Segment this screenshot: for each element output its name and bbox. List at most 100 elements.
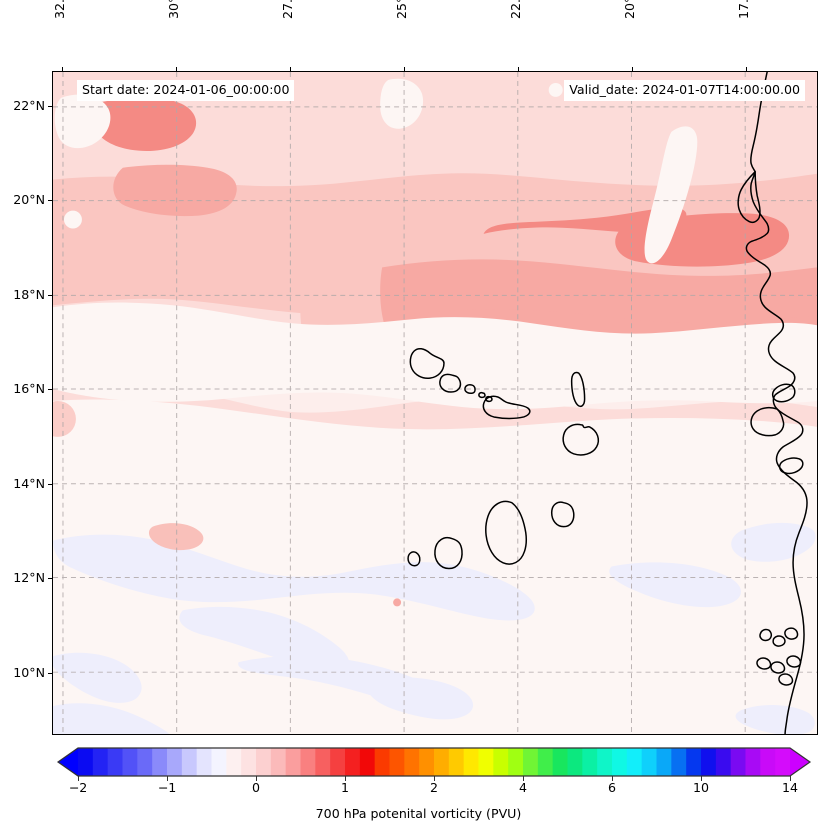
colorbar-tick-label: 0 (251, 780, 261, 795)
y-tick-label: 20°N (13, 192, 45, 207)
colorbar-under-arrow (58, 748, 78, 776)
colorbar-tick-label: 10 (692, 780, 710, 795)
colorbar-segment (701, 748, 717, 776)
y-tick-mark (48, 578, 52, 579)
colorbar-segment (330, 748, 346, 776)
colorbar-segment (582, 748, 598, 776)
colorbar-segment (641, 748, 658, 776)
colorbar-tick-label: −2 (68, 780, 88, 795)
colorbar-segment (671, 748, 687, 776)
colorbar-segment (656, 748, 672, 776)
colorbar-segment (552, 748, 569, 776)
colorbar-segment (359, 748, 376, 776)
x-tick-mark (404, 67, 405, 71)
colorbar-segment (537, 748, 554, 776)
x-tick-mark (746, 67, 747, 71)
colorbar-segment (448, 748, 465, 776)
colorbar-segment (597, 748, 613, 776)
start-date-annotation: Start date: 2024-01-06_00:00:00 (77, 80, 295, 101)
colorbar-segment (508, 748, 524, 776)
colorbar-tick-label: 2 (429, 780, 439, 795)
y-tick-label: 18°N (13, 287, 45, 302)
colorbar-tick-mark (523, 776, 524, 781)
colorbar-segment (434, 748, 450, 776)
colorbar-segment (478, 748, 494, 776)
colorbar-segment (345, 748, 361, 776)
pv-contour-field (53, 72, 817, 734)
colorbar-segment (137, 748, 153, 776)
x-tick-label: 20°W (622, 0, 637, 19)
colorbar-segment (122, 748, 138, 776)
y-tick-label: 10°N (13, 665, 45, 680)
colorbar-segment (167, 748, 183, 776)
y-tick-label: 14°N (13, 476, 45, 491)
colorbar-segment (300, 748, 316, 776)
colorbar-segment (226, 748, 242, 776)
colorbar-segment (196, 748, 213, 776)
colorbar-tick-mark (612, 776, 613, 781)
colorbar-segment (775, 748, 791, 776)
y-tick-label: 16°N (13, 381, 45, 396)
colorbar-segment (686, 748, 702, 776)
y-tick-mark (48, 389, 52, 390)
colorbar-tick-mark (345, 776, 346, 781)
y-tick-mark (48, 200, 52, 201)
colorbar-tick-mark (78, 776, 79, 781)
colorbar-segment (730, 748, 747, 776)
colorbar-segment (315, 748, 331, 776)
colorbar-tick-label: 14 (781, 780, 799, 795)
colorbar[interactable] (56, 747, 812, 777)
x-tick-mark (62, 67, 63, 71)
colorbar-segment (760, 748, 776, 776)
y-tick-mark (48, 295, 52, 296)
colorbar-segment (745, 748, 761, 776)
x-tick-mark (176, 67, 177, 71)
colorbar-segment (181, 748, 198, 776)
x-tick-mark (290, 67, 291, 71)
colorbar-segment (715, 748, 732, 776)
colorbar-segment (404, 748, 420, 776)
colorbar-segment (285, 748, 302, 776)
colorbar-segment (270, 748, 287, 776)
colorbar-tick-mark (434, 776, 435, 781)
colorbar-tick-mark (167, 776, 168, 781)
colorbar-segment (107, 748, 124, 776)
colorbar-segment (612, 748, 628, 776)
colorbar-label: 700 hPa potenital vorticity (PVU) (315, 806, 522, 821)
colorbar-segment (626, 748, 643, 776)
colorbar-segment (567, 748, 583, 776)
colorbar-segment (493, 748, 509, 776)
colorbar-segment (92, 748, 109, 776)
colorbar-tick-label: 6 (607, 780, 617, 795)
x-tick-label: 17.5°W (736, 0, 751, 19)
colorbar-segment (419, 748, 435, 776)
y-tick-mark (48, 484, 52, 485)
x-tick-mark (632, 67, 633, 71)
colorbar-segment (389, 748, 405, 776)
colorbar-segment (256, 748, 272, 776)
valid-date-annotation: Valid_date: 2024-01-07T14:00:00.00 (564, 80, 805, 101)
x-tick-label: 27.5°W (280, 0, 295, 19)
colorbar-over-arrow (790, 748, 810, 776)
x-tick-label: 25°W (394, 0, 409, 19)
x-tick-label: 30°W (166, 0, 181, 19)
colorbar-tick-label: −1 (157, 780, 177, 795)
colorbar-segment (152, 748, 168, 776)
map-axes[interactable]: Start date: 2024-01-06_00:00:00 Valid_da… (52, 71, 818, 735)
colorbar-segment (211, 748, 227, 776)
colorbar-segment (463, 748, 480, 776)
x-tick-label: 32.5°W (52, 0, 67, 19)
y-tick-mark (48, 106, 52, 107)
colorbar-segment (78, 748, 94, 776)
colorbar-tick-label: 1 (340, 780, 350, 795)
y-tick-label: 22°N (13, 98, 45, 113)
x-tick-label: 22.5°W (508, 0, 523, 19)
colorbar-tick-mark (701, 776, 702, 781)
colorbar-tick-label: 4 (518, 780, 528, 795)
colorbar-segment (523, 748, 539, 776)
colorbar-segment (241, 748, 257, 776)
colorbar-segment (374, 748, 391, 776)
colorbar-tick-mark (256, 776, 257, 781)
colorbar-tick-mark (790, 776, 791, 781)
